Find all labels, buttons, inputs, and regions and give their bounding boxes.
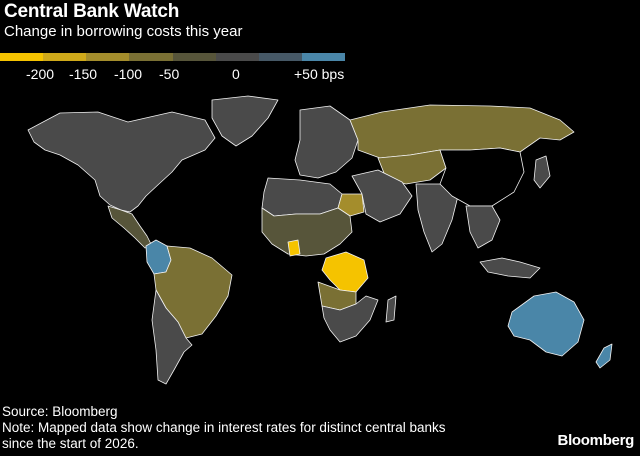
footnote-line-1: Note: Mapped data show change in interes… — [2, 420, 446, 435]
legend-swatch — [172, 53, 216, 61]
legend-tick: -200 — [26, 66, 55, 82]
region-north-america — [27, 111, 216, 213]
map-title: Central Bank Watch — [4, 1, 180, 22]
region-ghana — [287, 239, 301, 257]
region-europe — [294, 105, 359, 179]
region-greenland — [211, 95, 279, 147]
legend-tick: -50 — [159, 66, 180, 82]
legend-swatch — [0, 53, 44, 61]
region-west-africa — [261, 207, 353, 257]
legend-swatch — [301, 53, 345, 61]
map-subtitle: Change in borrowing costs this year — [4, 23, 243, 40]
legend-color-bar — [0, 53, 345, 61]
legend-tick-labels: -200 -150 -100 -50 0 +50 bps — [0, 66, 360, 84]
map-footer: Source: Bloomberg Note: Mapped data show… — [2, 404, 522, 452]
legend-tick: -150 — [69, 66, 98, 82]
legend-swatch — [86, 53, 130, 61]
region-southern-africa — [321, 295, 379, 343]
region-middle-east — [351, 169, 413, 223]
region-japan — [533, 155, 551, 189]
region-russia — [349, 104, 575, 159]
region-madagascar — [385, 295, 397, 323]
legend-swatch — [258, 53, 302, 61]
source-note: Source: Bloomberg — [2, 404, 118, 419]
world-map — [27, 95, 613, 385]
legend-tick: +50 bps — [294, 66, 345, 82]
legend-swatch — [43, 53, 87, 61]
legend-tick: 0 — [232, 66, 240, 82]
footnote-line-2: since the start of 2026. — [2, 436, 139, 451]
bloomberg-logo: Bloomberg — [557, 432, 635, 449]
region-egypt — [337, 193, 365, 217]
region-indonesia — [479, 257, 541, 279]
legend-tick: -100 — [114, 66, 143, 82]
region-argentina — [151, 289, 193, 385]
region-china — [439, 147, 525, 207]
region-new-zealand — [595, 343, 613, 369]
legend-swatch — [129, 53, 173, 61]
legend-swatch — [215, 53, 259, 61]
region-australia — [507, 291, 585, 357]
region-southeast-asia — [465, 205, 501, 249]
